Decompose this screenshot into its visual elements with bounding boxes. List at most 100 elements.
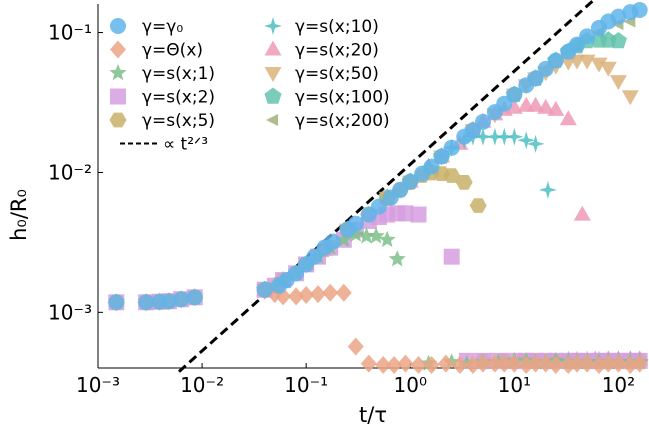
- x-tick-label: 10⁰: [394, 373, 427, 397]
- data-point: [360, 354, 377, 373]
- legend-marker: [264, 17, 282, 35]
- data-point: [559, 110, 577, 126]
- data-point: [496, 354, 513, 373]
- data-point: [443, 248, 460, 265]
- data-point: [423, 158, 440, 175]
- data-point: [335, 283, 352, 302]
- data-point: [173, 291, 190, 308]
- data-point: [423, 356, 440, 374]
- data-point: [537, 98, 555, 114]
- legend-label: γ=s(x;2): [142, 88, 215, 108]
- data-point: [288, 287, 305, 306]
- legend-entry: γ=s(x;50): [264, 64, 379, 84]
- data-point: [370, 198, 387, 215]
- data-point: [443, 168, 461, 183]
- data-point: [455, 175, 473, 190]
- y-tick-label: 10⁻²: [48, 160, 92, 184]
- x-tick-label: 10⁻²: [180, 373, 224, 397]
- data-point: [621, 90, 639, 106]
- series-1: [108, 281, 648, 374]
- data-point: [591, 356, 607, 374]
- data-point: [506, 354, 523, 373]
- data-point: [378, 230, 396, 248]
- series-5: [107, 127, 649, 369]
- data-point: [622, 356, 639, 374]
- legend-label: γ=γ₀: [142, 17, 183, 37]
- data-point: [579, 354, 596, 373]
- legend-entry: γ=s(x;1): [109, 64, 215, 84]
- data-point: [160, 293, 177, 310]
- legend-label: γ=s(x;10): [295, 17, 379, 37]
- x-axis-label: t/τ: [359, 403, 387, 427]
- data-point: [527, 96, 545, 112]
- legend-marker: [266, 114, 278, 126]
- data-point: [464, 356, 481, 374]
- data-point: [547, 52, 564, 69]
- data-point: [386, 356, 403, 374]
- data-point: [397, 205, 414, 222]
- data-point: [410, 356, 427, 374]
- data-point: [256, 281, 273, 298]
- reference-line-path: [177, 0, 596, 373]
- data-point: [347, 337, 364, 356]
- data-point: [573, 205, 591, 221]
- data-point: [505, 98, 523, 114]
- data-point: [475, 354, 491, 373]
- legend-entry: γ=s(x;200): [266, 111, 390, 131]
- data-point: [367, 227, 385, 244]
- data-point: [526, 134, 545, 153]
- data-point: [388, 250, 406, 267]
- data-point: [138, 294, 155, 311]
- data-point: [538, 180, 557, 199]
- data-point: [537, 354, 554, 373]
- data-point: [495, 127, 514, 146]
- data-point: [108, 294, 125, 311]
- legend-entry-reference: ∝ t²ᐟ³: [120, 135, 208, 155]
- legend-label: ∝ t²ᐟ³: [163, 135, 208, 155]
- data-point: [358, 227, 376, 244]
- data-point: [474, 127, 492, 146]
- data-point: [485, 127, 504, 146]
- data-point: [486, 354, 503, 373]
- legend-label: γ=s(x;1): [142, 64, 215, 84]
- data-point: [397, 354, 414, 373]
- legend-marker: [264, 67, 282, 82]
- legend-entry: γ=Θ(x): [110, 40, 203, 61]
- data-point: [547, 100, 565, 116]
- data-point: [375, 356, 392, 374]
- legend-label: γ=s(x;5): [142, 111, 215, 131]
- legend-marker: [110, 18, 126, 34]
- series-6: [256, 96, 649, 366]
- legend-marker: [110, 40, 126, 59]
- data-point: [631, 354, 648, 373]
- legend-entry: γ=s(x;2): [110, 88, 215, 108]
- data-point: [518, 356, 535, 374]
- data-point: [322, 283, 339, 302]
- data-point: [186, 289, 203, 306]
- data-point: [610, 354, 627, 373]
- data-point: [505, 127, 524, 146]
- data-point: [475, 113, 492, 130]
- legend-marker: [264, 40, 282, 56]
- data-point: [347, 225, 365, 242]
- y-axis-label: h₀/R₀: [7, 189, 31, 241]
- data-marks: [107, 1, 649, 374]
- axes: 10⁻³ 10⁻² 10⁻¹ 10⁰ 10¹ 10² 10⁻³ 10⁻² 10⁻¹: [48, 4, 645, 397]
- data-point: [469, 198, 487, 213]
- data-point: [590, 57, 608, 73]
- legend-label: γ=Θ(x): [142, 41, 203, 61]
- data-point: [347, 215, 364, 232]
- legend-label: γ=s(x;100): [295, 88, 390, 108]
- series-4: [107, 165, 649, 369]
- legend-marker: [109, 64, 127, 81]
- series-3: [108, 205, 648, 369]
- legend-entry: γ=s(x;100): [264, 87, 390, 108]
- data-point: [310, 285, 326, 304]
- data-point: [298, 286, 315, 304]
- data-point: [527, 70, 544, 87]
- data-point: [324, 233, 341, 250]
- data-point: [517, 131, 536, 150]
- data-point: [579, 28, 596, 45]
- legend-marker: [109, 112, 127, 128]
